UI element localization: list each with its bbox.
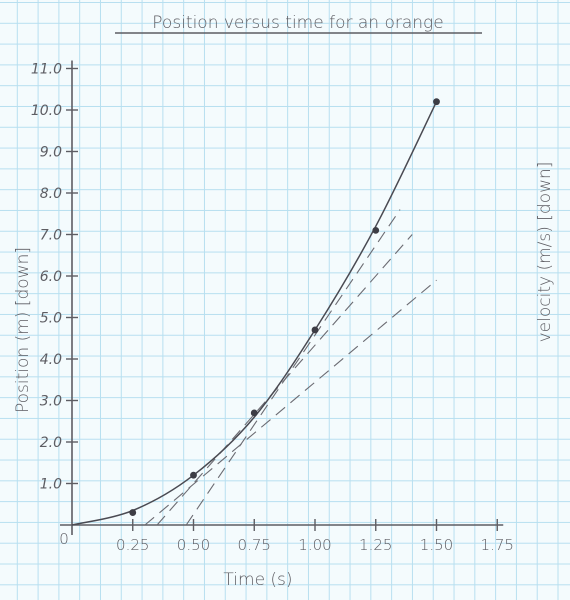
x-tick-group: 0.25 0.50 0.75 1.00 1.25 1.50 1.75 bbox=[116, 519, 514, 554]
y-tick-label: 6.0 bbox=[40, 269, 62, 285]
chart-title-group: Position versus time for an orange bbox=[115, 13, 482, 34]
y-tick-label: 7.0 bbox=[40, 228, 62, 244]
x-tick-label: 1.50 bbox=[420, 536, 453, 554]
right-y-axis-label: velocity (m/s) [down] bbox=[535, 162, 555, 343]
x-tick-label: 1.75 bbox=[481, 536, 514, 554]
x-tick-label: 0.75 bbox=[238, 536, 271, 554]
data-point bbox=[190, 471, 197, 479]
tangent-lines bbox=[144, 209, 437, 526]
tangent-line bbox=[185, 209, 401, 526]
y-tick-label: 4.0 bbox=[40, 352, 62, 368]
tangent-line bbox=[144, 279, 437, 526]
best-fit-curve bbox=[71, 101, 438, 526]
chart-title: Position versus time for an orange bbox=[152, 13, 443, 33]
y-tick-label: 1.0 bbox=[40, 477, 62, 493]
data-point bbox=[372, 226, 380, 234]
y-tick-label: 10.0 bbox=[31, 103, 62, 119]
y-axis-label: Position (m) [down] bbox=[13, 247, 33, 413]
y-tick-label: 8.0 bbox=[40, 186, 62, 202]
origin-label: 0 bbox=[59, 530, 69, 548]
best-fit-curve-group bbox=[71, 101, 438, 526]
data-point bbox=[129, 509, 137, 516]
x-tick-label: 0.50 bbox=[177, 536, 210, 554]
axes bbox=[60, 60, 504, 535]
y-tick-label: 2.0 bbox=[40, 435, 62, 451]
x-axis-label: Time (s) bbox=[223, 570, 292, 590]
y-tick-label: 11.0 bbox=[31, 62, 62, 78]
data-point bbox=[311, 326, 319, 334]
data-points bbox=[129, 98, 440, 516]
x-tick-label: 1.25 bbox=[359, 536, 392, 554]
y-tick-label: 3.0 bbox=[40, 394, 62, 410]
y-tick-label: 9.0 bbox=[40, 145, 62, 161]
y-tick-group: 1.0 2.0 3.0 4.0 5.0 6.0 7.0 8.0 9.0 10.0 11.0 bbox=[31, 62, 78, 493]
y-tick-label: 5.0 bbox=[40, 311, 62, 327]
x-tick-label: 0.25 bbox=[116, 536, 149, 554]
data-point bbox=[250, 409, 258, 417]
x-tick-label: 1.00 bbox=[298, 536, 331, 554]
data-point bbox=[433, 98, 440, 106]
